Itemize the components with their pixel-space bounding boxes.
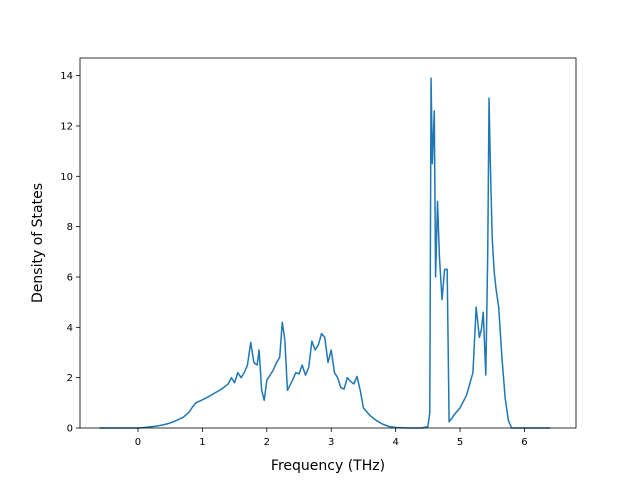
plot-layer (99, 77, 551, 429)
dos-series-line-0 (99, 77, 551, 429)
x-tick-label: 2 (264, 437, 270, 448)
x-tick-label: 6 (521, 437, 527, 448)
x-tick-label: 0 (135, 437, 141, 448)
x-tick-label: 1 (199, 437, 205, 448)
x-tick-label: 4 (392, 437, 398, 448)
x-tick-label: 5 (457, 437, 463, 448)
y-axis-title: Density of States (30, 183, 46, 303)
x-tick-label: 3 (328, 437, 334, 448)
y-tick-label: 10 (60, 172, 73, 183)
y-tick-label: 4 (67, 323, 73, 334)
y-tick-label: 2 (67, 373, 73, 384)
y-axis-ticks: 0 2 4 6 8 10 12 14 (60, 71, 80, 435)
x-axis-title: Frequency (THz) (271, 458, 385, 474)
y-tick-label: 12 (60, 121, 73, 132)
plot-frame (79, 57, 577, 429)
y-tick-label: 0 (67, 424, 73, 435)
y-tick-label: 14 (60, 71, 73, 82)
y-tick-label: 6 (67, 272, 73, 283)
x-axis-ticks: 0 1 2 3 4 5 6 (135, 428, 528, 448)
y-tick-label: 8 (67, 222, 73, 233)
